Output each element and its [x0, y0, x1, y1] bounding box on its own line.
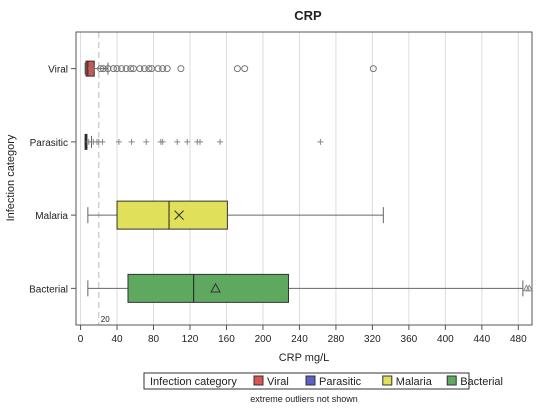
- outlier-point: [145, 65, 153, 73]
- x-tick-label: 360: [401, 334, 418, 345]
- legend-swatch: [305, 375, 316, 386]
- outlier-point: [104, 65, 112, 73]
- outlier-point: [197, 138, 204, 145]
- legend-label: Malaria: [396, 376, 433, 388]
- box: [85, 60, 95, 77]
- x-tick-label: 160: [218, 334, 235, 345]
- legend: Infection category Viral Parasitic Malaria…: [143, 372, 503, 390]
- legend-label: Viral: [267, 376, 289, 388]
- mean-marker: [174, 210, 184, 220]
- box: [116, 200, 228, 230]
- x-tick-label: 80: [148, 334, 160, 345]
- x-tick-label: 280: [328, 334, 345, 345]
- outlier-point: [143, 138, 150, 145]
- outlier-point: [174, 138, 181, 145]
- legend-swatch: [253, 375, 264, 386]
- y-tick-label: Malaria: [35, 211, 68, 222]
- x-tick-label: 320: [364, 334, 381, 345]
- outlier-point: [525, 284, 534, 292]
- y-tick-label: Bacterial: [29, 284, 68, 295]
- outlier-point: [317, 138, 324, 145]
- box-layer: [84, 60, 534, 303]
- outlier-point: [122, 65, 130, 73]
- x-tick-label: 40: [111, 334, 123, 345]
- axis-layer: 0 40 80 120 160 200 240 280 320 360 400 440 480 Viral…: [29, 65, 527, 345]
- outlier-point: [184, 138, 191, 145]
- outlier-point: [109, 65, 117, 73]
- plot-frame: [75, 31, 533, 326]
- outlier-point: [159, 138, 166, 145]
- outlier-point: [217, 138, 224, 145]
- outlier-point: [99, 65, 107, 73]
- outlier-point: [163, 65, 171, 73]
- x-tick-label: 240: [291, 334, 308, 345]
- legend-swatch: [382, 375, 393, 386]
- grid-lines: [80, 32, 519, 325]
- reference-line-label: 20: [101, 315, 110, 324]
- reference-line: 20: [98, 32, 110, 325]
- x-tick-label: 0: [78, 334, 84, 345]
- outlier-point: [233, 65, 241, 73]
- outlier-point: [118, 65, 126, 73]
- x-tick-label: 200: [255, 334, 272, 345]
- footnote: extreme outliers not shown: [250, 394, 358, 404]
- outlier-point: [136, 65, 144, 73]
- outlier-point: [369, 65, 377, 73]
- x-tick-label: 400: [437, 334, 454, 345]
- mean-marker: [88, 65, 96, 73]
- outlier-point: [127, 65, 135, 73]
- y-tick-label: Viral: [48, 65, 68, 76]
- y-tick-label: Parasitic: [30, 138, 68, 149]
- legend-label: Parasitic: [319, 376, 362, 388]
- x-tick-label: 120: [182, 334, 199, 345]
- x-tick-label: 480: [510, 334, 527, 345]
- outlier-point: [140, 65, 148, 73]
- box: [127, 273, 289, 303]
- x-axis-label: CRP mg/L: [279, 352, 330, 364]
- legend-items: Viral Parasitic Malaria Bacterial: [253, 375, 503, 388]
- chart-title: CRP: [294, 8, 322, 23]
- outlier-point: [115, 138, 122, 145]
- outlier-point: [154, 65, 162, 73]
- outlier-point: [159, 65, 167, 73]
- outlier-point: [99, 138, 106, 145]
- legend-swatch: [446, 375, 457, 386]
- outlier-point: [241, 65, 249, 73]
- legend-title: Infection category: [150, 376, 237, 388]
- outlier-point: [97, 65, 105, 73]
- mean-marker: [210, 282, 221, 293]
- x-tick-label: 440: [473, 334, 490, 345]
- y-axis-label: Infection category: [5, 134, 17, 221]
- legend-label: Bacterial: [460, 376, 503, 388]
- outlier-point: [177, 65, 185, 73]
- outlier-point: [128, 138, 135, 145]
- outlier-point: [113, 65, 121, 73]
